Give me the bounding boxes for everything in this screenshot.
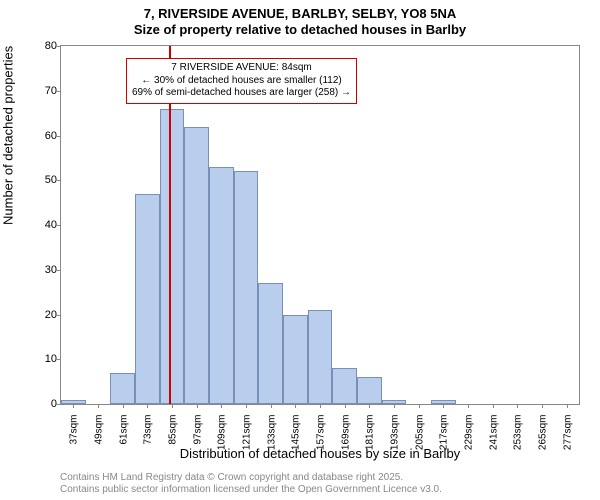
- y-tick-mark: [57, 359, 61, 360]
- x-tick-mark: [394, 404, 395, 408]
- histogram-bar: [110, 373, 135, 404]
- x-tick-mark: [517, 404, 518, 408]
- histogram-bar: [308, 310, 333, 404]
- x-tick-mark: [172, 404, 173, 408]
- annotation-box: 7 RIVERSIDE AVENUE: 84sqm← 30% of detach…: [126, 58, 357, 104]
- histogram-bar: [431, 400, 456, 404]
- histogram-bar: [382, 400, 407, 404]
- x-tick-mark: [369, 404, 370, 408]
- x-tick-label: 277sqm: [560, 415, 573, 451]
- x-tick-mark: [468, 404, 469, 408]
- y-tick-mark: [57, 91, 61, 92]
- histogram-bar: [184, 127, 209, 404]
- x-tick-label: 181sqm: [363, 415, 376, 451]
- histogram-bar: [160, 109, 185, 404]
- footer-attribution: Contains HM Land Registry data © Crown c…: [60, 472, 442, 496]
- histogram-bar: [283, 315, 308, 405]
- y-tick-mark: [57, 315, 61, 316]
- x-tick-label: 265sqm: [536, 415, 549, 451]
- x-tick-mark: [493, 404, 494, 408]
- x-tick-label: 253sqm: [511, 415, 524, 451]
- annotation-line1: 7 RIVERSIDE AVENUE: 84sqm: [132, 62, 351, 75]
- x-tick-label: 145sqm: [289, 415, 302, 451]
- x-tick-label: 169sqm: [338, 415, 351, 451]
- x-tick-label: 133sqm: [264, 415, 277, 451]
- x-tick-label: 85sqm: [166, 415, 179, 445]
- footer-line2: Contains public sector information licen…: [60, 484, 442, 496]
- y-axis-label: Number of detached properties: [1, 46, 16, 225]
- x-tick-mark: [98, 404, 99, 408]
- y-tick-mark: [57, 225, 61, 226]
- histogram-bar: [135, 194, 160, 404]
- histogram-bar: [209, 167, 234, 404]
- x-tick-mark: [320, 404, 321, 408]
- x-tick-label: 121sqm: [240, 415, 253, 451]
- x-tick-label: 97sqm: [190, 415, 203, 445]
- x-tick-mark: [542, 404, 543, 408]
- x-tick-mark: [443, 404, 444, 408]
- x-tick-mark: [123, 404, 124, 408]
- x-tick-mark: [246, 404, 247, 408]
- x-tick-label: 241sqm: [486, 415, 499, 451]
- x-tick-mark: [147, 404, 148, 408]
- x-tick-label: 157sqm: [314, 415, 327, 451]
- annotation-line3: 69% of semi-detached houses are larger (…: [132, 87, 351, 100]
- x-tick-label: 229sqm: [462, 415, 475, 451]
- footer-line1: Contains HM Land Registry data © Crown c…: [60, 472, 442, 484]
- x-tick-mark: [419, 404, 420, 408]
- y-tick-mark: [57, 404, 61, 405]
- histogram-bar: [258, 283, 283, 404]
- x-tick-label: 61sqm: [116, 415, 129, 445]
- x-tick-label: 205sqm: [412, 415, 425, 451]
- annotation-line2: ← 30% of detached houses are smaller (11…: [132, 75, 351, 88]
- y-tick-mark: [57, 46, 61, 47]
- y-tick-mark: [57, 136, 61, 137]
- x-tick-label: 49sqm: [92, 415, 105, 445]
- x-tick-mark: [271, 404, 272, 408]
- x-axis-label: Distribution of detached houses by size …: [60, 446, 580, 461]
- y-tick-mark: [57, 270, 61, 271]
- x-tick-mark: [567, 404, 568, 408]
- chart-title-line2: Size of property relative to detached ho…: [0, 22, 600, 37]
- x-tick-mark: [221, 404, 222, 408]
- x-tick-mark: [73, 404, 74, 408]
- x-tick-label: 37sqm: [67, 415, 80, 445]
- x-tick-mark: [295, 404, 296, 408]
- x-tick-mark: [197, 404, 198, 408]
- histogram-bar: [234, 171, 259, 404]
- x-tick-label: 217sqm: [437, 415, 450, 451]
- x-tick-label: 193sqm: [388, 415, 401, 451]
- chart-title-line1: 7, RIVERSIDE AVENUE, BARLBY, SELBY, YO8 …: [0, 6, 600, 21]
- histogram-bar: [61, 400, 86, 404]
- y-tick-mark: [57, 180, 61, 181]
- x-tick-label: 109sqm: [215, 415, 228, 451]
- histogram-bar: [357, 377, 382, 404]
- plot-area: 0102030405060708037sqm49sqm61sqm73sqm85s…: [60, 45, 580, 405]
- x-tick-mark: [345, 404, 346, 408]
- x-tick-label: 73sqm: [141, 415, 154, 445]
- chart-container: 7, RIVERSIDE AVENUE, BARLBY, SELBY, YO8 …: [0, 0, 600, 500]
- histogram-bar: [332, 368, 357, 404]
